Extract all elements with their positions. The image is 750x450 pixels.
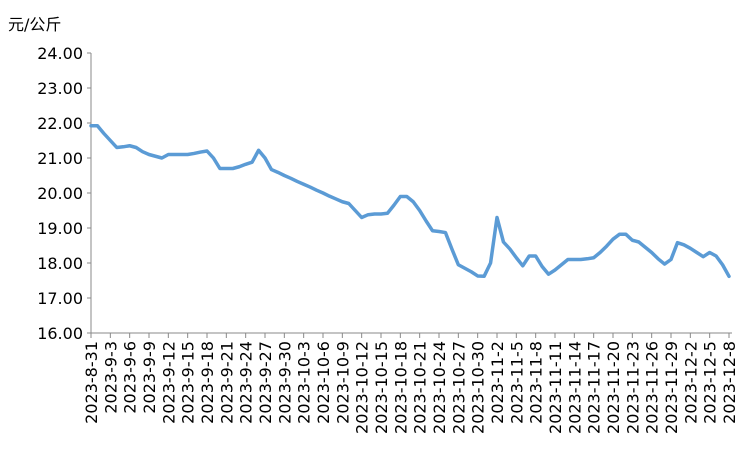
x-tick-label: 2023-9-6 (121, 341, 140, 414)
x-tick-label: 2023-9-18 (198, 341, 217, 424)
x-tick-label: 2023-11-11 (546, 341, 565, 434)
y-tick-label: 17.00 (37, 289, 83, 308)
x-tick-label: 2023-9-30 (275, 341, 294, 424)
x-tick-label: 2023-10-6 (314, 341, 333, 424)
x-tick-label: 2023-10-18 (391, 341, 410, 434)
y-tick-label: 22.00 (37, 114, 83, 133)
x-tick-label: 2023-9-15 (179, 341, 198, 424)
x-tick-label: 2023-9-12 (159, 341, 178, 424)
x-tick-label: 2023-10-3 (295, 341, 314, 424)
x-tick-label: 2023-10-15 (372, 341, 391, 434)
y-tick-label: 23.00 (37, 79, 83, 98)
x-tick-label: 2023-9-24 (237, 341, 256, 424)
x-tick-label: 2023-11-23 (623, 341, 642, 434)
x-tick-label: 2023-10-24 (430, 341, 449, 434)
y-tick-label: 20.00 (37, 184, 83, 203)
y-tick-label: 16.00 (37, 324, 83, 343)
x-tick-label: 2023-8-31 (82, 341, 101, 424)
x-tick-label: 2023-11-26 (643, 341, 662, 434)
y-axis-label: 元/公斤 (8, 15, 61, 34)
x-tick-label: 2023-12-2 (681, 341, 700, 424)
x-tick-label: 2023-11-8 (527, 341, 546, 424)
x-tick-label: 2023-10-12 (353, 341, 372, 434)
y-tick-label: 21.00 (37, 149, 83, 168)
x-tick-label: 2023-11-5 (507, 341, 526, 424)
x-tick-label: 2023-12-8 (720, 341, 739, 424)
x-tick-label: 2023-9-21 (217, 341, 236, 424)
x-tick-label: 2023-10-27 (449, 341, 468, 434)
x-tick-label: 2023-11-29 (662, 341, 681, 434)
x-tick-label: 2023-9-3 (101, 341, 120, 414)
x-tick-label: 2023-9-27 (256, 341, 275, 424)
y-tick-label: 19.00 (37, 219, 83, 238)
x-tick-label: 2023-11-2 (488, 341, 507, 424)
y-tick-label: 24.00 (37, 44, 83, 63)
x-tick-label: 2023-11-17 (585, 341, 604, 434)
y-tick-label: 18.00 (37, 254, 83, 273)
line-series (89, 124, 731, 279)
x-tick-label: 2023-11-14 (565, 341, 584, 434)
x-tick-label: 2023-11-20 (604, 341, 623, 434)
x-tick-label: 2023-12-5 (701, 341, 720, 424)
x-tick-label: 2023-9-9 (140, 341, 159, 414)
x-tick-label: 2023-10-9 (333, 341, 352, 424)
x-tick-label: 2023-10-21 (411, 341, 430, 434)
x-tick-label: 2023-10-30 (469, 341, 488, 434)
